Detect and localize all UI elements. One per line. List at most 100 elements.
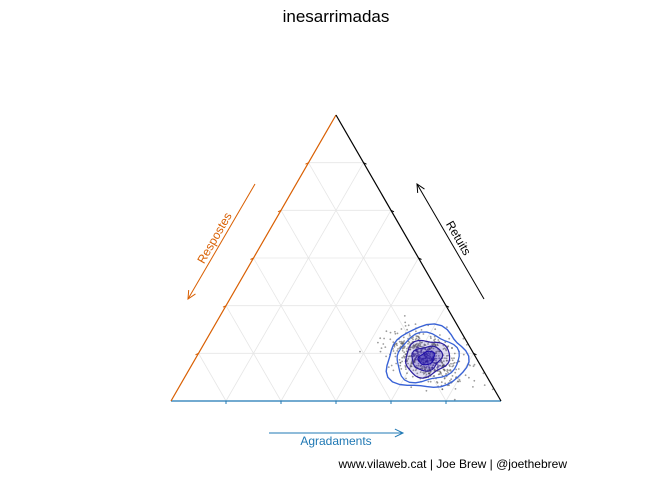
data-point xyxy=(427,364,430,367)
data-point xyxy=(436,344,439,347)
data-point xyxy=(429,355,431,358)
tick-left xyxy=(222,305,227,308)
data-point xyxy=(425,375,427,378)
data-point xyxy=(412,338,414,341)
grid-line xyxy=(335,257,419,402)
data-point xyxy=(382,343,385,345)
data-point xyxy=(453,361,456,364)
data-point xyxy=(398,359,401,361)
data-point xyxy=(429,380,432,383)
data-point xyxy=(459,380,461,383)
data-point xyxy=(453,398,456,401)
data-point xyxy=(436,381,439,384)
data-point xyxy=(451,375,454,377)
data-point xyxy=(468,376,470,379)
data-point xyxy=(405,377,407,380)
data-point xyxy=(420,367,423,370)
data-point xyxy=(454,388,457,390)
data-point xyxy=(404,353,407,356)
data-point xyxy=(412,354,415,357)
data-point xyxy=(450,378,453,381)
caption: www.vilaweb.cat | Joe Brew | @joethebrew xyxy=(337,457,567,471)
data-point xyxy=(425,373,428,376)
data-point xyxy=(417,364,420,367)
data-point xyxy=(405,368,407,370)
data-point xyxy=(429,353,431,355)
data-point xyxy=(423,351,425,353)
data-point xyxy=(442,363,445,366)
data-point xyxy=(438,357,441,360)
data-point xyxy=(438,373,441,375)
data-point xyxy=(420,329,423,331)
data-point xyxy=(385,330,388,333)
density-contour xyxy=(417,350,436,366)
arrow-agradaments-head xyxy=(394,428,405,438)
data-point xyxy=(359,350,361,353)
data-point xyxy=(404,325,407,327)
data-point xyxy=(415,330,417,333)
data-point xyxy=(426,365,428,368)
data-point xyxy=(387,366,390,368)
data-point xyxy=(415,353,417,355)
data-point xyxy=(429,348,431,351)
data-point xyxy=(415,335,418,337)
data-point xyxy=(427,348,429,351)
data-point xyxy=(449,379,451,382)
data-point xyxy=(428,346,430,349)
data-point xyxy=(420,358,423,361)
chart-title: inesarrimadas xyxy=(283,7,390,26)
data-point xyxy=(398,347,401,349)
data-point xyxy=(439,364,442,367)
data-point xyxy=(410,386,413,389)
data-point xyxy=(450,362,452,365)
data-point xyxy=(435,352,437,355)
data-point xyxy=(407,362,409,365)
data-point xyxy=(411,375,414,378)
data-point xyxy=(424,348,426,351)
data-point xyxy=(409,334,411,337)
density-contours xyxy=(385,323,470,388)
data-point xyxy=(445,355,448,357)
data-point xyxy=(411,361,413,364)
data-point xyxy=(447,345,450,347)
data-point xyxy=(448,337,451,340)
data-point xyxy=(417,362,420,365)
data-point xyxy=(434,357,437,360)
data-point xyxy=(472,365,475,368)
data-point xyxy=(446,368,449,371)
data-point xyxy=(418,342,421,345)
data-point xyxy=(409,364,412,366)
data-point xyxy=(458,379,461,381)
data-point xyxy=(422,361,425,364)
data-point xyxy=(395,362,398,365)
data-point xyxy=(403,351,406,354)
data-point xyxy=(442,360,445,362)
data-point xyxy=(401,342,404,345)
data-point xyxy=(384,346,387,348)
tick-right xyxy=(445,305,450,308)
data-point xyxy=(413,359,416,361)
triangle-frame xyxy=(170,114,502,438)
data-point xyxy=(399,364,402,367)
data-point xyxy=(433,339,435,342)
data-point xyxy=(473,363,476,366)
data-point xyxy=(433,335,436,338)
data-point xyxy=(454,371,457,374)
data-point xyxy=(422,365,424,368)
data-point xyxy=(417,344,420,346)
data-point xyxy=(392,369,395,372)
data-point xyxy=(404,365,407,367)
data-point xyxy=(394,332,397,335)
data-point xyxy=(448,369,450,372)
tick-left xyxy=(195,352,199,356)
data-point xyxy=(427,352,430,354)
data-point xyxy=(417,336,420,339)
data-point xyxy=(457,380,459,383)
data-point xyxy=(439,371,442,374)
data-point xyxy=(462,337,465,340)
data-point xyxy=(429,364,432,366)
data-point xyxy=(466,343,468,346)
axis-label-respostes: Respostes xyxy=(194,210,234,266)
tick-left xyxy=(305,162,309,165)
data-point xyxy=(426,359,429,362)
